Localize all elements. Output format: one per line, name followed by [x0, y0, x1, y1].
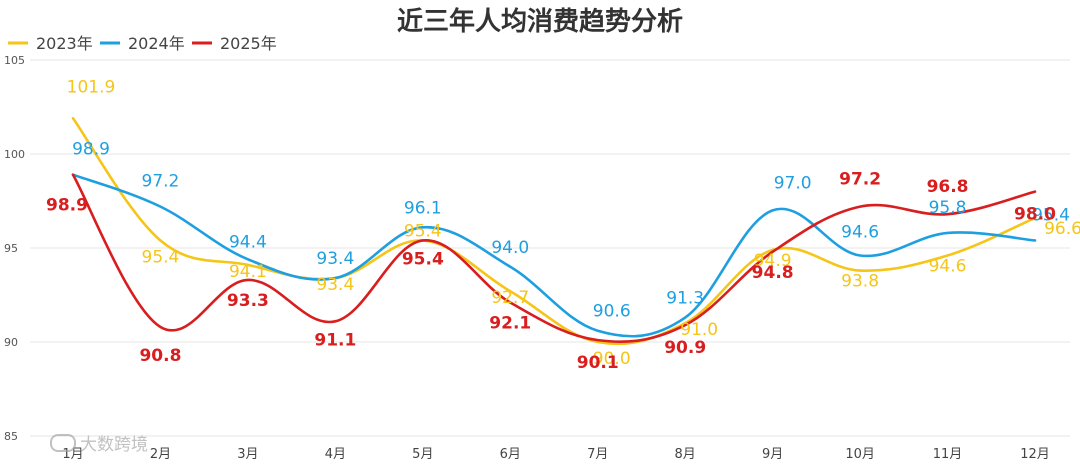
y-axis: 85 90 95 100 105 [4, 54, 25, 443]
data-label: 96.6 [1044, 219, 1080, 239]
data-label: 96.8 [927, 177, 969, 197]
data-labels: 101.9 95.4 94.1 93.4 95.4 92.7 90.0 91.0 94.9 93.… [46, 77, 1080, 373]
y-tick-label: 105 [4, 54, 25, 67]
x-tick-label: 3月 [237, 447, 258, 462]
data-label: 93.3 [227, 291, 269, 311]
data-label: 95.4 [404, 221, 442, 241]
data-label: 94.8 [752, 263, 794, 283]
x-tick-label: 12月 [1020, 447, 1050, 462]
data-label: 94.1 [229, 262, 267, 282]
series-lines [71, 116, 1037, 346]
x-tick-label: 10月 [845, 447, 875, 462]
y-tick-label: 100 [4, 148, 25, 161]
data-label: 90.0 [593, 349, 631, 369]
data-label: 94.6 [841, 223, 879, 243]
legend-label: 2023年 [36, 34, 93, 53]
x-tick-label: 11月 [933, 447, 963, 462]
x-tick-label: 7月 [587, 447, 608, 462]
data-label: 92.7 [491, 288, 529, 308]
data-label: 93.4 [316, 275, 354, 295]
data-label: 91.1 [314, 330, 356, 350]
data-label: 90.6 [593, 302, 631, 322]
data-label: 93.4 [316, 249, 354, 269]
legend: 2023年 2024年 2025年 [8, 34, 277, 53]
data-label: 94.0 [491, 238, 529, 258]
grid [30, 59, 1070, 437]
x-axis: 1月 2月 3月 4月 5月 6月 7月 8月 9月 10月 11月 12月 [62, 447, 1049, 462]
watermark: 大数跨境 [50, 430, 148, 455]
data-label: 101.9 [67, 77, 116, 97]
x-tick-label: 8月 [675, 447, 696, 462]
data-label: 98.0 [1014, 205, 1056, 225]
data-label: 92.1 [489, 314, 531, 334]
legend-label: 2025年 [220, 34, 277, 53]
x-tick-label: 2月 [150, 447, 171, 462]
data-label: 95.8 [929, 198, 967, 218]
legend-label: 2024年 [128, 34, 185, 53]
y-tick-label: 85 [4, 430, 18, 443]
data-label: 90.8 [139, 346, 181, 366]
data-label: 90.9 [664, 338, 706, 358]
data-label: 91.0 [680, 320, 718, 340]
chart-title: 近三年人均消费趋势分析 [397, 6, 683, 37]
y-tick-label: 95 [4, 242, 18, 255]
data-label: 98.9 [46, 196, 88, 216]
series-line-1 [71, 173, 1037, 338]
data-label: 91.3 [666, 289, 704, 309]
data-label: 95.4 [402, 249, 444, 269]
data-label: 93.8 [841, 272, 879, 292]
series-line-0 [71, 116, 1037, 346]
watermark-text: 大数跨境 [80, 435, 148, 455]
watermark-logo-icon [50, 434, 76, 452]
data-label: 97.2 [839, 170, 881, 190]
data-label: 90.1 [577, 353, 619, 373]
x-tick-label: 9月 [762, 447, 783, 462]
data-label: 95.4 [1032, 205, 1070, 225]
data-label: 94.9 [754, 251, 792, 271]
x-tick-label: 6月 [500, 447, 521, 462]
data-label: 97.2 [142, 172, 180, 192]
series-line-2 [71, 173, 1037, 343]
x-tick-label: 5月 [412, 447, 433, 462]
data-label: 96.1 [404, 198, 442, 218]
data-label: 94.4 [229, 232, 267, 252]
x-tick-label: 4月 [325, 447, 346, 462]
y-tick-label: 90 [4, 336, 18, 349]
data-label: 97.0 [774, 173, 812, 193]
data-label: 95.4 [142, 247, 180, 267]
data-label: 94.6 [929, 257, 967, 277]
data-label: 98.9 [72, 140, 110, 160]
